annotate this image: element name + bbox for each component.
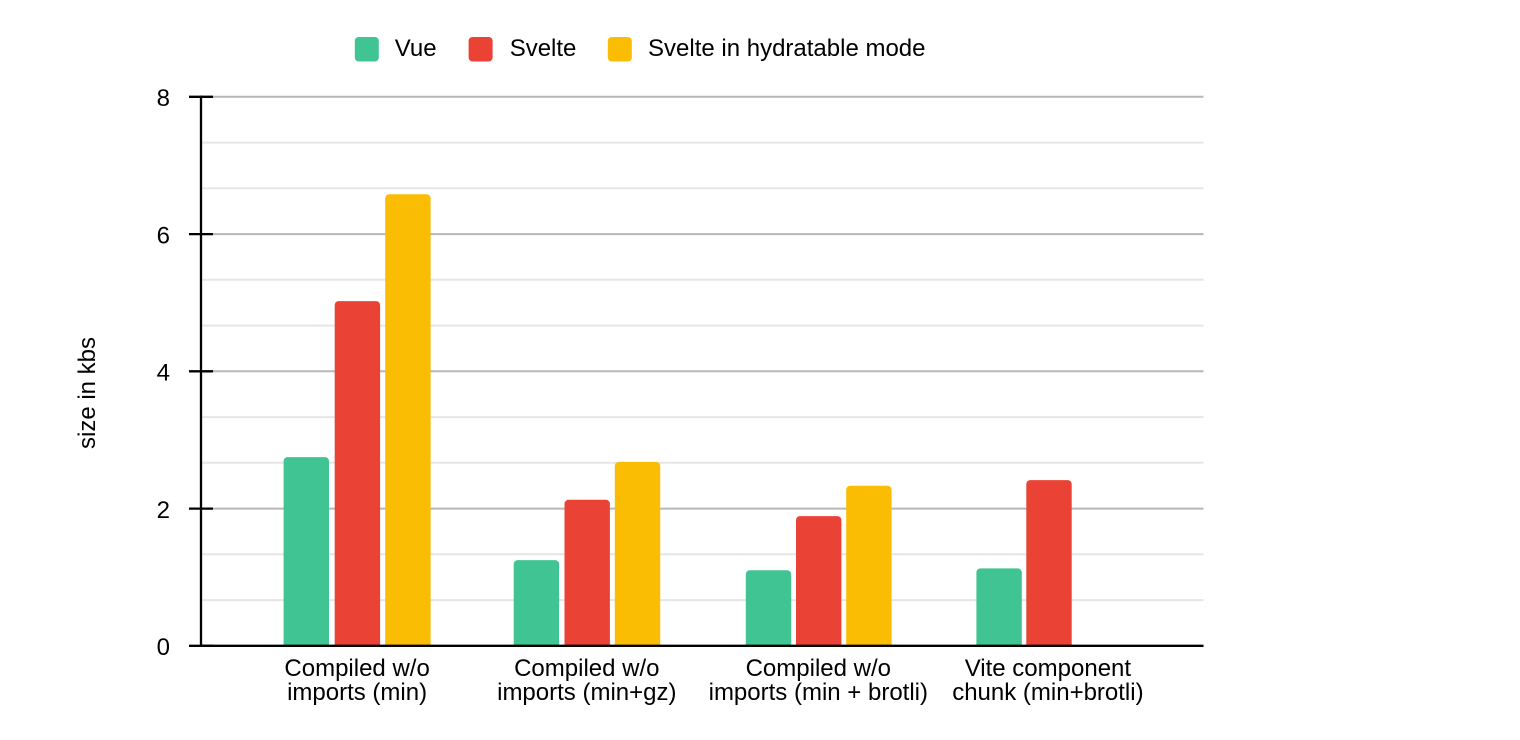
svg-text:2: 2 [157,497,170,524]
svg-text:0: 0 [157,634,170,661]
svg-text:4: 4 [157,360,170,387]
svg-text:8: 8 [157,85,170,112]
svg-text:Svelte: Svelte [510,35,577,62]
svg-text:Vue: Vue [395,35,437,62]
svg-text:size in kbs: size in kbs [74,337,101,449]
svg-text:Svelte in hydratable mode: Svelte in hydratable mode [648,35,926,62]
svg-text:6: 6 [157,222,170,249]
